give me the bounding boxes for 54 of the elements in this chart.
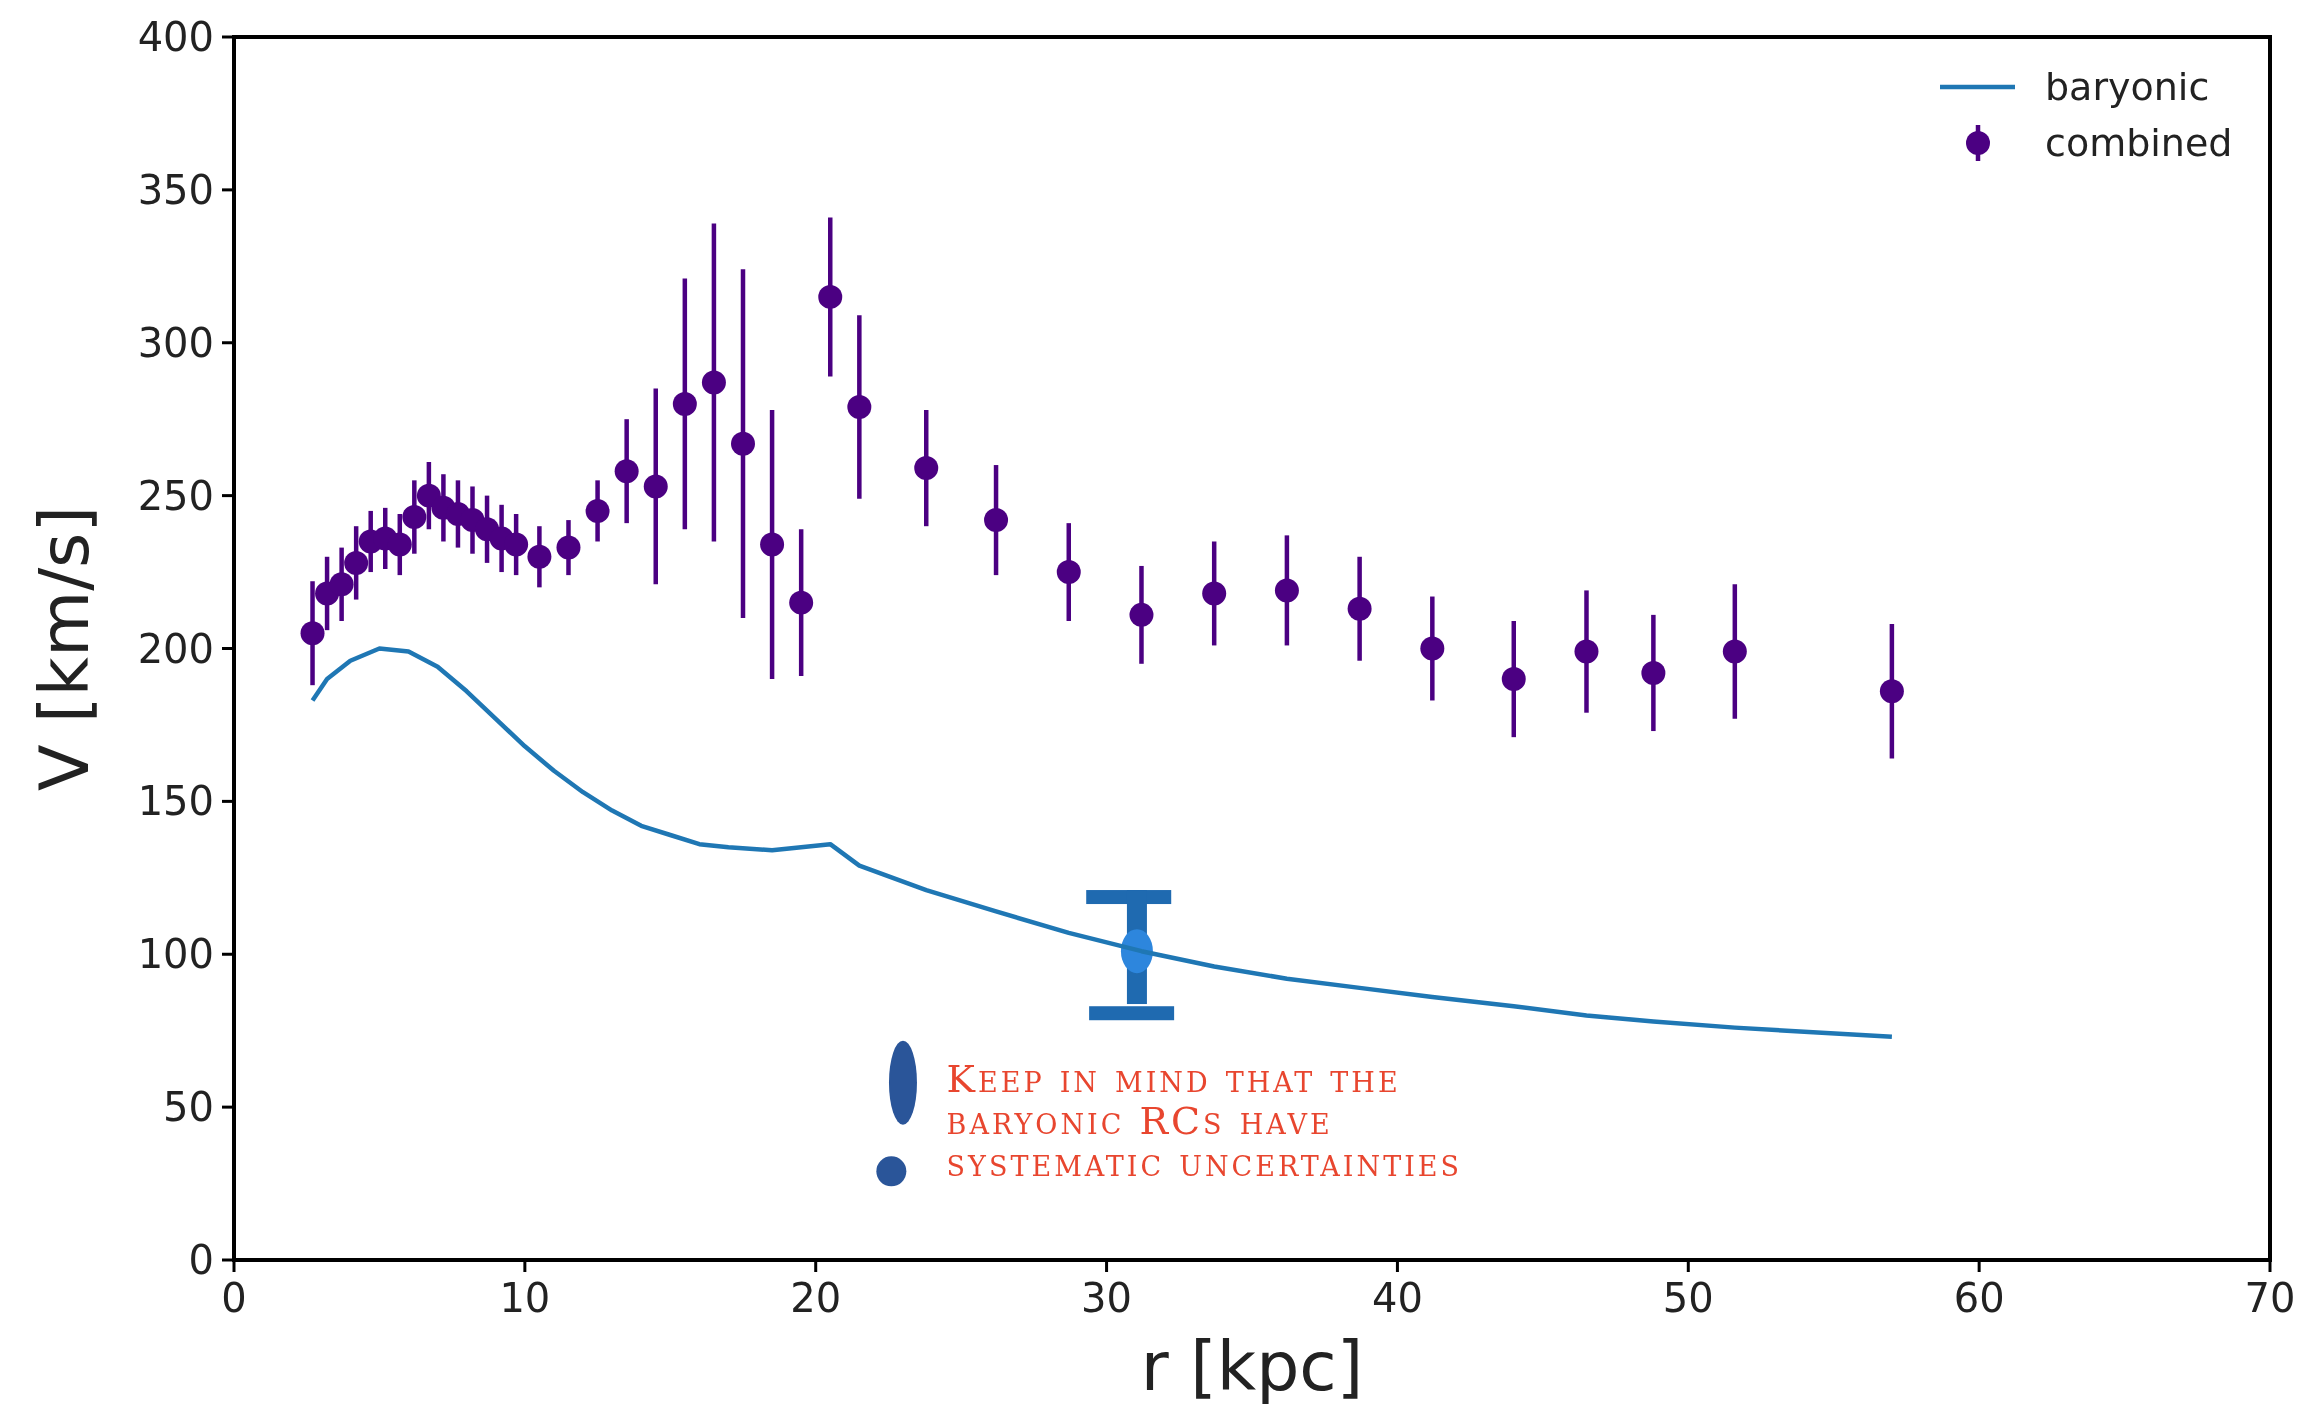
x-tick-label: 30 [1081, 1275, 1133, 1321]
x-tick-label: 10 [499, 1275, 551, 1321]
point [1274, 578, 1299, 603]
point [1879, 679, 1904, 704]
point [1641, 660, 1666, 685]
point [847, 394, 872, 419]
point [701, 370, 726, 395]
point [344, 550, 369, 575]
point [1056, 560, 1081, 585]
x-tick-label: 50 [1662, 1275, 1714, 1321]
point [585, 498, 610, 523]
y-tick-label: 100 [137, 931, 214, 978]
legend-label: combined [2045, 121, 2233, 165]
point [789, 590, 814, 615]
point [672, 391, 697, 416]
y-tick-label: 350 [137, 166, 214, 213]
annotation: Keep in mind that the baryonic RCs have systematic uncertainties [946, 1056, 1463, 1185]
line-series [310, 646, 1895, 1040]
y-tick-label: 50 [163, 1084, 214, 1131]
x-tick-label: 70 [2244, 1275, 2296, 1321]
y-tick-label: 0 [188, 1237, 214, 1283]
x-tick-label: 0 [221, 1275, 247, 1321]
point [914, 456, 939, 481]
point [329, 572, 354, 597]
point [1129, 602, 1154, 627]
point [614, 459, 639, 484]
y-tick-label: 200 [137, 625, 214, 672]
point [1347, 596, 1372, 621]
point [1202, 581, 1227, 606]
point [556, 535, 581, 560]
point [731, 431, 755, 456]
x-axis-title: r [kpc] [1140, 1327, 1364, 1406]
x-tick-label: 60 [1953, 1275, 2005, 1321]
point [1574, 639, 1599, 664]
y-tick-label: 300 [137, 319, 214, 366]
point [1420, 636, 1445, 661]
point [402, 505, 427, 530]
point [387, 532, 412, 557]
legend-label: baryonic [2045, 65, 2210, 109]
point [300, 621, 325, 646]
y-tick-label: 250 [137, 472, 214, 519]
point [984, 508, 1009, 533]
point [1501, 667, 1526, 692]
point [527, 544, 552, 569]
point [1722, 639, 1747, 664]
point [504, 532, 529, 557]
y-tick-label: 400 [137, 14, 214, 60]
y-axis-title: V [km/s] [25, 505, 104, 792]
x-tick-label: 40 [1371, 1275, 1423, 1321]
point [643, 474, 668, 499]
point [760, 532, 785, 557]
point [818, 284, 843, 309]
y-tick-label: 150 [137, 778, 214, 825]
x-tick-label: 20 [790, 1275, 842, 1321]
